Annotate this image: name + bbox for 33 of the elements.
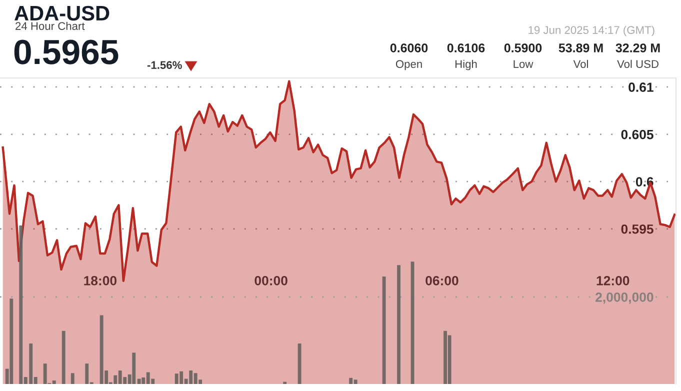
bar xyxy=(43,364,47,384)
x-tick-label: 12:00 xyxy=(596,276,630,286)
text: Vol USD xyxy=(617,60,658,68)
bar xyxy=(137,378,141,384)
y-tick-label: 0.605 xyxy=(621,130,654,140)
text: 0.6106 xyxy=(447,44,485,52)
x-tick-label: 00:00 xyxy=(254,276,288,286)
bar xyxy=(62,330,66,384)
x-tick-label: 06:00 xyxy=(426,276,458,286)
text: Vol xyxy=(573,60,588,68)
bar xyxy=(132,352,136,384)
bar xyxy=(448,335,452,384)
text: Open xyxy=(396,60,422,70)
text: 0.6060 xyxy=(390,44,428,52)
chart-title: ADA-USD xyxy=(14,6,110,21)
chart-subtitle: 24 Hour Chart xyxy=(16,22,85,30)
text: 19 Jun 2025 14:17 (GMT) xyxy=(528,26,654,36)
text: 0.5965 xyxy=(14,40,118,64)
bar xyxy=(382,276,386,384)
text: 53.89 M xyxy=(558,44,603,52)
bar xyxy=(10,298,14,384)
text: High xyxy=(455,60,477,70)
text: Low xyxy=(514,60,534,68)
text: 32.29 M xyxy=(616,44,660,52)
y-tick-label: 0.61 xyxy=(628,82,654,92)
x-tick-label: 18:00 xyxy=(84,276,116,286)
bar xyxy=(70,373,74,384)
text: 0.5900 xyxy=(504,44,542,52)
bar xyxy=(397,265,400,384)
bar xyxy=(298,344,302,384)
text: -1.56% xyxy=(147,61,182,69)
y-tick-label: 0.595 xyxy=(621,224,654,234)
y2-tick-label: 2,000,000 xyxy=(596,292,654,304)
